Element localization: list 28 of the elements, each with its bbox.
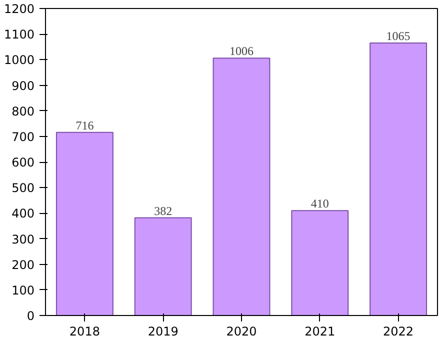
- y-tick-label: 400: [12, 206, 34, 221]
- y-tick-label: 700: [12, 130, 34, 144]
- y-tick-label: 200: [12, 258, 34, 272]
- data-label: 410: [310, 196, 329, 211]
- y-tick-label: 500: [12, 181, 34, 196]
- x-tick-label: 2020: [226, 324, 257, 338]
- y-tick-label: 100: [12, 283, 34, 298]
- bar: [291, 210, 349, 316]
- bar: [212, 58, 270, 316]
- y-tick-label: 600: [12, 156, 34, 170]
- x-tick-label: 2019: [148, 324, 178, 338]
- x-tick-label: 2022: [383, 324, 414, 338]
- y-tick-label: 800: [12, 104, 34, 118]
- y-tick-label: 1200: [4, 2, 35, 16]
- y-tick-label: 900: [12, 78, 34, 93]
- bar: [56, 132, 114, 316]
- data-label: 382: [154, 204, 172, 218]
- x-tick-label: 2021: [304, 324, 336, 338]
- data-label: 1006: [230, 44, 254, 58]
- y-tick-label: 1000: [4, 53, 35, 68]
- y-tick-label: 1100: [4, 28, 35, 42]
- data-label: 716: [76, 118, 94, 132]
- bar: [370, 42, 428, 316]
- bar: [134, 217, 192, 316]
- y-tick-label: 300: [12, 232, 34, 246]
- data-label: 1065: [386, 29, 410, 44]
- x-tick-label: 2018: [69, 324, 100, 338]
- y-tick-label: 0: [26, 309, 35, 323]
